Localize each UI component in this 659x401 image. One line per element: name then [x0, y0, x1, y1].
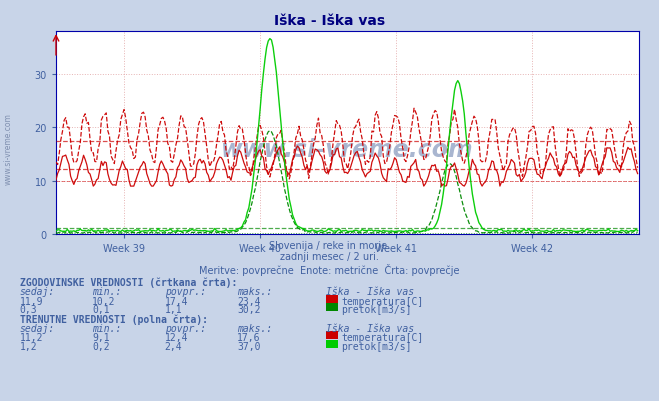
Text: min.:: min.:: [92, 323, 122, 333]
Text: 11,9: 11,9: [20, 296, 43, 306]
Text: 0,1: 0,1: [92, 304, 110, 314]
Text: pretok[m3/s]: pretok[m3/s]: [341, 304, 412, 314]
Text: 1,2: 1,2: [20, 341, 38, 351]
Text: 10,2: 10,2: [92, 296, 116, 306]
Text: ZGODOVINSKE VREDNOSTI (črtkana črta):: ZGODOVINSKE VREDNOSTI (črtkana črta):: [20, 277, 237, 287]
Text: 17,4: 17,4: [165, 296, 188, 306]
Text: min.:: min.:: [92, 287, 122, 297]
Text: 0,2: 0,2: [92, 341, 110, 351]
Text: 9,1: 9,1: [92, 332, 110, 342]
Text: 0,3: 0,3: [20, 304, 38, 314]
Text: 37,0: 37,0: [237, 341, 261, 351]
Text: maks.:: maks.:: [237, 323, 272, 333]
Text: povpr.:: povpr.:: [165, 287, 206, 297]
Text: www.si-vreme.com: www.si-vreme.com: [221, 138, 474, 162]
Text: TRENUTNE VREDNOSTI (polna črta):: TRENUTNE VREDNOSTI (polna črta):: [20, 314, 208, 324]
Text: 17,6: 17,6: [237, 332, 261, 342]
Text: 23,4: 23,4: [237, 296, 261, 306]
Text: Meritve: povprečne  Enote: metrične  Črta: povprečje: Meritve: povprečne Enote: metrične Črta:…: [199, 263, 460, 275]
Text: pretok[m3/s]: pretok[m3/s]: [341, 341, 412, 351]
Text: maks.:: maks.:: [237, 287, 272, 297]
Text: 12,4: 12,4: [165, 332, 188, 342]
Text: 30,2: 30,2: [237, 304, 261, 314]
Text: Iška - Iška vas: Iška - Iška vas: [326, 287, 415, 297]
Text: sedaj:: sedaj:: [20, 323, 55, 333]
Text: Slovenija / reke in morje.: Slovenija / reke in morje.: [269, 241, 390, 251]
Text: temperatura[C]: temperatura[C]: [341, 296, 424, 306]
Text: Iška - Iška vas: Iška - Iška vas: [326, 323, 415, 333]
Text: 2,4: 2,4: [165, 341, 183, 351]
Text: 11,2: 11,2: [20, 332, 43, 342]
Text: zadnji mesec / 2 uri.: zadnji mesec / 2 uri.: [280, 252, 379, 262]
Text: temperatura[C]: temperatura[C]: [341, 332, 424, 342]
Text: povpr.:: povpr.:: [165, 323, 206, 333]
Text: Iška - Iška vas: Iška - Iška vas: [274, 14, 385, 28]
Text: www.si-vreme.com: www.si-vreme.com: [4, 113, 13, 184]
Text: 1,1: 1,1: [165, 304, 183, 314]
Text: sedaj:: sedaj:: [20, 287, 55, 297]
